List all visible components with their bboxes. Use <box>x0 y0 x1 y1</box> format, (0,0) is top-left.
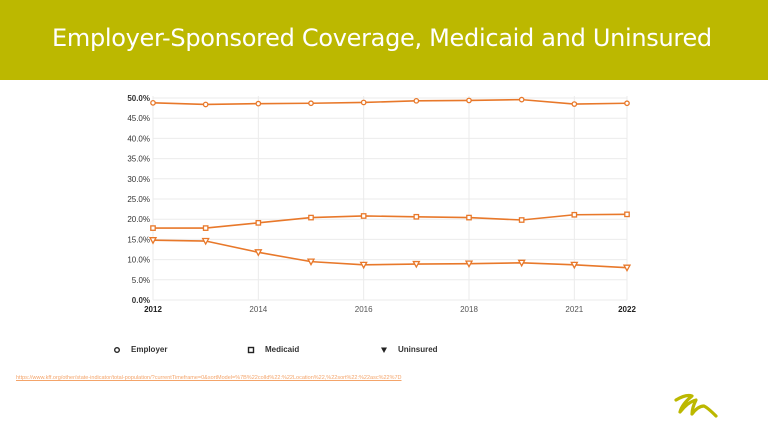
data-point-uninsured <box>306 258 316 266</box>
y-tick-label: 10.0% <box>127 256 150 265</box>
legend-item-medicaid[interactable]: Medicaid <box>247 345 299 354</box>
legend-item-employer[interactable]: Employer <box>113 345 167 354</box>
data-point-employer <box>624 100 630 107</box>
data-point-employer <box>571 101 578 107</box>
data-point-uninsured <box>359 261 368 270</box>
series-line-employer <box>152 98 628 106</box>
legend-item-uninsured[interactable]: Uninsured <box>380 345 438 354</box>
data-point-medicaid <box>150 225 156 231</box>
data-point-employer <box>308 100 314 107</box>
data-point-medicaid <box>202 225 209 231</box>
data-point-uninsured <box>148 237 158 245</box>
data-point-medicaid <box>255 219 262 226</box>
triangle-down-marker-icon <box>381 347 387 353</box>
line-chart: 0.0% 5.0% 10.0% 15.0% 20.0% 25.0% 30.0% 35.0% 40… <box>127 94 636 314</box>
data-point-uninsured <box>464 260 474 268</box>
y-tick-label: 30.0% <box>127 175 150 184</box>
data-point-uninsured <box>570 261 579 270</box>
y-tick-label: 40.0% <box>127 134 150 143</box>
y-tick-label: 50.0% <box>127 94 150 103</box>
data-point-uninsured <box>201 237 210 246</box>
data-point-employer <box>202 101 209 108</box>
data-point-medicaid <box>360 213 367 219</box>
source-link[interactable]: https://www.kff.org/other/state-indicato… <box>16 375 402 381</box>
data-point-medicaid <box>466 214 472 221</box>
data-point-uninsured <box>622 264 632 273</box>
series-line-medicaid <box>153 213 628 229</box>
legend-label: Uninsured <box>398 345 438 354</box>
legend-label: Employer <box>131 345 168 354</box>
chart-legend: Employer Medicaid Uninsured <box>0 345 768 361</box>
legend-label: Medicaid <box>265 345 300 354</box>
series-line-uninsured <box>152 239 628 269</box>
x-tick-label: 2021 <box>565 305 583 314</box>
x-tick-label: 2012 <box>144 305 162 314</box>
y-tick-label: 35.0% <box>127 155 150 164</box>
data-point-employer <box>413 97 420 104</box>
data-point-employer <box>255 100 262 107</box>
data-point-uninsured <box>517 259 526 268</box>
data-point-employer <box>466 97 472 104</box>
data-point-employer <box>518 96 525 103</box>
y-tick-label: 20.0% <box>127 215 150 224</box>
data-point-uninsured <box>254 249 263 257</box>
slide-title: Employer-Sponsored Coverage, Medicaid an… <box>52 24 712 52</box>
data-point-uninsured <box>412 260 421 269</box>
data-point-medicaid <box>413 213 420 220</box>
x-tick-label: 2022 <box>618 305 636 314</box>
data-point-employer <box>360 99 367 106</box>
y-tick-label: 45.0% <box>127 114 150 123</box>
y-tick-label: 25.0% <box>127 195 150 204</box>
data-point-medicaid <box>518 217 525 223</box>
x-tick-label: 2016 <box>355 305 373 314</box>
data-point-medicaid <box>571 211 578 218</box>
x-tick-label: 2018 <box>460 305 478 314</box>
data-point-medicaid <box>308 214 314 221</box>
stylized-m-logo <box>674 393 718 418</box>
y-tick-label: 15.0% <box>127 235 150 244</box>
x-tick-label: 2014 <box>249 305 267 314</box>
square-marker-icon <box>247 346 255 353</box>
circle-marker-icon <box>114 346 120 353</box>
data-point-employer <box>150 99 156 106</box>
y-tick-label: 0.0% <box>132 296 150 305</box>
title-bar: Employer-Sponsored Coverage, Medicaid an… <box>0 0 768 80</box>
y-tick-label: 5.0% <box>132 276 150 285</box>
data-point-medicaid <box>624 211 630 218</box>
